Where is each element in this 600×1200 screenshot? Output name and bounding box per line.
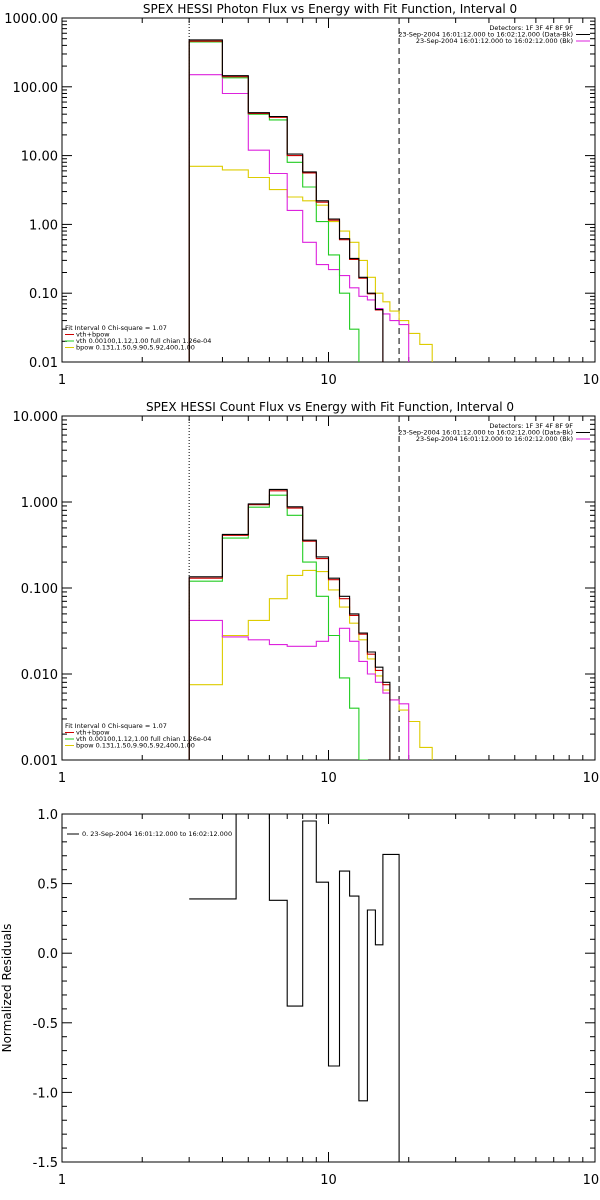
legend-entry: Detectors: 1F 3F 4F 8F 9F <box>489 24 573 32</box>
legend-entry: vth+bpow <box>76 331 110 339</box>
series-group <box>188 488 433 760</box>
y-tick-label: 1000.00 <box>4 12 58 27</box>
panel-count-flux: SPEX HESSI Count Flux vs Energy with Fit… <box>13 400 600 786</box>
y-tick-label: 0.0 <box>37 947 58 962</box>
legend-entry: 23-Sep-2004 16:01:12.000 to 16:02:12.000… <box>398 31 573 39</box>
series-group <box>189 814 400 1162</box>
x-tick-label: 10 <box>320 1173 337 1188</box>
legend-entry: vth 0.00100,1.12,1.00 full chian 1.26e-0… <box>76 337 211 345</box>
x-tick-label: 1 <box>58 771 66 786</box>
legend-entry: 23-Sep-2004 16:01:12.000 to 16:02:12.000… <box>416 37 573 45</box>
legend-entry: Detectors: 1F 3F 4F 8F 9F <box>489 422 573 430</box>
legend-entry: 0. 23-Sep-2004 16:01:12.000 to 16:02:12.… <box>82 830 232 838</box>
panel-photon-flux: SPEX HESSI Photon Flux vs Energy with Fi… <box>4 2 600 388</box>
y-tick-label: 0.010 <box>21 668 58 683</box>
series-line-total <box>189 814 400 1162</box>
legend-entry: 23-Sep-2004 16:01:12.000 to 16:02:12.000… <box>416 435 573 443</box>
panel-residuals: 1 10 100 -1.5 -1.0 -0.5 0.0 0.5 1.0 Normalized Re… <box>0 808 600 1188</box>
y-tick-label: 0.10 <box>29 287 58 302</box>
plot-frame <box>61 17 596 363</box>
y-axis: 0.001 0.010 0.100 1.000 10.000 <box>13 410 595 769</box>
plot-area: 1 10 100 0.01 0.10 1.00 10.00 100.00 1000.00 Dete… <box>4 12 600 388</box>
legend-entry: bpow 0.131,1.50,9.90,5.92,400,1.00 <box>76 742 195 750</box>
x-tick-label: 10 <box>320 373 337 388</box>
x-axis: 1 10 100 <box>58 814 600 1188</box>
legend-left: Fit Interval 0 Chi-square = 1.07vth+bpow… <box>65 722 211 750</box>
y-tick-label: 0.01 <box>29 356 58 371</box>
y-tick-label: 1.000 <box>21 496 58 511</box>
x-tick-label: 10 <box>320 771 337 786</box>
legend-entry: vth+bpow <box>76 729 110 737</box>
series-line-sum <box>188 40 384 362</box>
y-tick-label: 0.100 <box>21 582 58 597</box>
y-tick-label: 0.001 <box>21 754 58 769</box>
x-tick-label: 100 <box>583 771 600 786</box>
y-tick-label: 0.5 <box>37 878 58 893</box>
y-tick-label: 100.00 <box>13 81 59 96</box>
x-tick-label: 1 <box>58 373 66 388</box>
y-axis: 0.01 0.10 1.00 10.00 100.00 1000.00 <box>4 12 595 371</box>
legend-entry: 23-Sep-2004 16:01:12.000 to 16:02:12.000… <box>398 429 573 437</box>
series-line-total <box>188 39 384 362</box>
series-line-total <box>188 488 391 760</box>
legend-entry: bpow 0.131,1.50,9.90,5.92,400,1.00 <box>76 344 195 352</box>
series-line-vth <box>188 494 368 760</box>
series-line-bkg <box>188 165 433 362</box>
legend-right: 0. 23-Sep-2004 16:01:12.000 to 16:02:12.… <box>67 830 232 838</box>
panel-title: SPEX HESSI Photon Flux vs Energy with Fi… <box>143 2 517 16</box>
legend-entry: vth 0.00100,1.12,1.00 full chian 1.26e-0… <box>76 735 211 743</box>
plot-area: 1 10 100 0.001 0.010 0.100 1.000 10.000 Detector… <box>13 410 600 786</box>
y-axis: -1.5 -1.0 -0.5 0.0 0.5 1.0 <box>33 808 595 1171</box>
y-tick-label: -0.5 <box>33 1017 58 1032</box>
x-tick-label: 1 <box>58 1173 66 1188</box>
series-line-sum <box>188 490 391 760</box>
y-tick-label: -1.0 <box>33 1086 58 1101</box>
legend-entry: Fit Interval 0 Chi-square = 1.07 <box>65 722 167 730</box>
panel-title: SPEX HESSI Count Flux vs Energy with Fit… <box>146 400 514 414</box>
y-tick-label: -1.5 <box>33 1156 58 1171</box>
x-tick-label: 100 <box>583 373 600 388</box>
x-axis: 1 10 100 <box>58 416 600 786</box>
series-group <box>188 39 433 362</box>
y-tick-label: 10.00 <box>21 150 58 165</box>
y-tick-label: 1.0 <box>37 808 58 823</box>
series-line-bkg <box>188 569 433 760</box>
series-line-bpow <box>188 74 410 362</box>
x-tick-label: 100 <box>583 1173 600 1188</box>
series-line-bpow <box>188 619 410 760</box>
y-tick-label: 1.00 <box>29 218 58 233</box>
series-line-vth <box>188 41 360 362</box>
legend-left: Fit Interval 0 Chi-square = 1.07vth+bpow… <box>65 324 211 352</box>
legend-entry: Fit Interval 0 Chi-square = 1.07 <box>65 324 167 332</box>
y-axis-label: Normalized Residuals <box>0 924 14 1053</box>
y-tick-label: 10.000 <box>13 410 59 425</box>
plot-area: 1 10 100 -1.5 -1.0 -0.5 0.0 0.5 1.0 Normalized Re… <box>0 808 600 1188</box>
